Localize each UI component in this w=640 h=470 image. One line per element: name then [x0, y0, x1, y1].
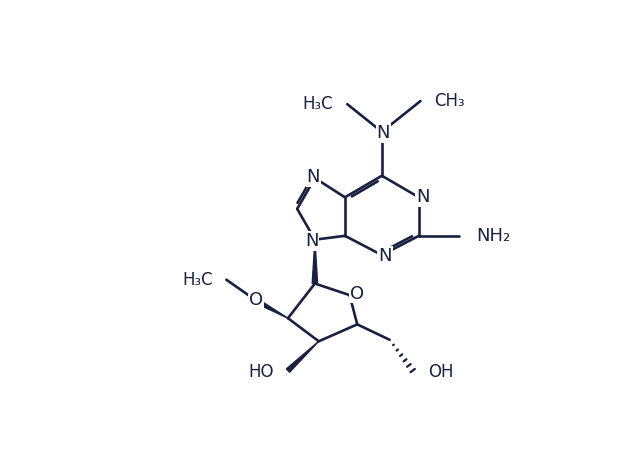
- Text: N: N: [378, 247, 392, 265]
- Text: NH₂: NH₂: [476, 227, 510, 245]
- Polygon shape: [286, 341, 319, 372]
- Polygon shape: [312, 240, 317, 283]
- Text: N: N: [416, 188, 429, 206]
- Text: N: N: [377, 124, 390, 141]
- Text: O: O: [248, 291, 262, 309]
- Text: N: N: [305, 232, 319, 250]
- Text: O: O: [350, 284, 364, 303]
- Text: H₃C: H₃C: [303, 95, 333, 113]
- Text: N: N: [307, 168, 320, 186]
- Text: OH: OH: [428, 363, 454, 381]
- Polygon shape: [256, 299, 288, 318]
- Text: HO: HO: [248, 363, 274, 381]
- Text: H₃C: H₃C: [182, 271, 212, 289]
- Text: CH₃: CH₃: [435, 92, 465, 110]
